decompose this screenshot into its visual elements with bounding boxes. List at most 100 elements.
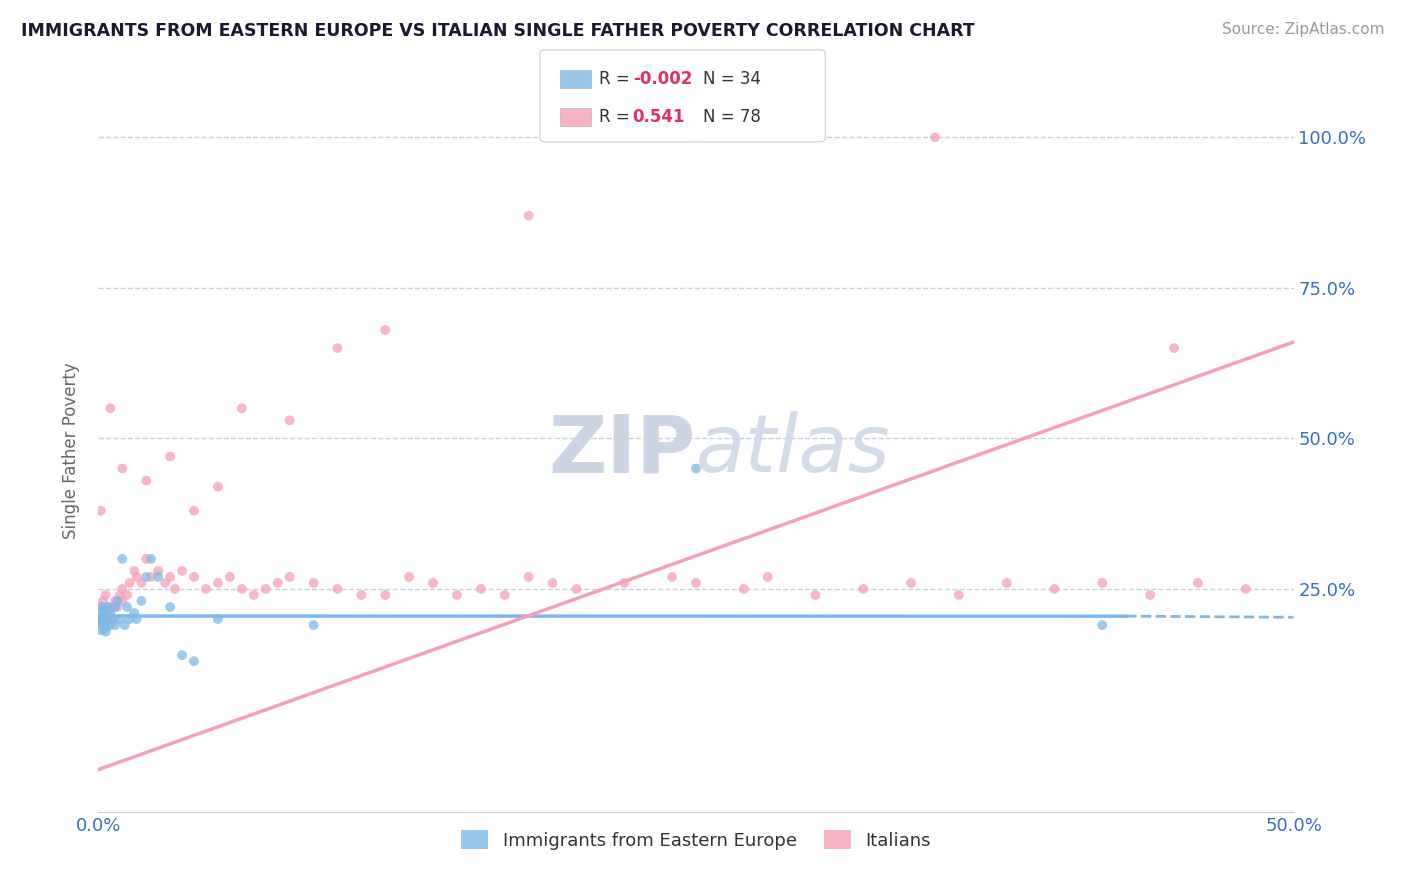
- Point: [231, 582, 253, 596]
- Point: [125, 570, 148, 584]
- Text: N = 34: N = 34: [703, 70, 761, 88]
- Point: [267, 576, 290, 591]
- Point: [97, 612, 120, 626]
- Point: [97, 612, 120, 626]
- Point: [91, 612, 114, 626]
- Point: [422, 576, 444, 591]
- Point: [207, 576, 229, 591]
- Point: [900, 576, 922, 591]
- Point: [302, 618, 325, 632]
- Point: [398, 570, 420, 584]
- Point: [98, 606, 122, 620]
- Point: [231, 401, 253, 416]
- Point: [254, 582, 277, 596]
- Point: [278, 413, 301, 427]
- Point: [159, 599, 181, 614]
- Text: R =: R =: [599, 70, 636, 88]
- Point: [446, 588, 468, 602]
- Point: [94, 624, 117, 639]
- Point: [374, 588, 396, 602]
- Point: [159, 450, 181, 464]
- Point: [1163, 341, 1185, 355]
- Point: [94, 606, 117, 620]
- Point: [104, 599, 127, 614]
- Point: [107, 599, 129, 614]
- Point: [97, 599, 120, 614]
- Text: 0.541: 0.541: [633, 108, 685, 126]
- Point: [1234, 582, 1257, 596]
- Point: [1091, 576, 1114, 591]
- Point: [302, 576, 325, 591]
- Legend: Immigrants from Eastern Europe, Italians: Immigrants from Eastern Europe, Italians: [454, 823, 938, 857]
- Point: [124, 564, 146, 578]
- Point: [155, 576, 177, 591]
- Point: [118, 576, 141, 591]
- Point: [1139, 588, 1161, 602]
- Point: [135, 474, 157, 488]
- Point: [494, 588, 516, 602]
- Point: [183, 654, 205, 668]
- Point: [98, 612, 122, 626]
- Point: [115, 588, 138, 602]
- Point: [91, 618, 114, 632]
- Point: [517, 209, 540, 223]
- Point: [326, 341, 349, 355]
- Point: [685, 130, 707, 145]
- Y-axis label: Single Father Poverty: Single Father Poverty: [62, 362, 80, 539]
- Point: [90, 618, 112, 632]
- Point: [565, 582, 588, 596]
- Point: [131, 594, 153, 608]
- Point: [350, 588, 373, 602]
- Point: [148, 564, 170, 578]
- Point: [613, 576, 636, 591]
- Point: [101, 612, 124, 626]
- Point: [1043, 582, 1066, 596]
- Point: [685, 461, 707, 475]
- Point: [131, 576, 153, 591]
- Point: [101, 599, 124, 614]
- Point: [541, 576, 564, 591]
- Point: [1187, 576, 1209, 591]
- Point: [139, 570, 162, 584]
- Point: [107, 594, 129, 608]
- Point: [90, 612, 112, 626]
- Point: [207, 612, 229, 626]
- Point: [685, 576, 707, 591]
- Point: [111, 461, 134, 475]
- Point: [111, 594, 134, 608]
- Point: [124, 606, 146, 620]
- Point: [756, 570, 779, 584]
- Text: -0.002: -0.002: [633, 70, 692, 88]
- Point: [278, 570, 301, 584]
- Text: IMMIGRANTS FROM EASTERN EUROPE VS ITALIAN SINGLE FATHER POVERTY CORRELATION CHAR: IMMIGRANTS FROM EASTERN EUROPE VS ITALIA…: [21, 22, 974, 40]
- Point: [98, 606, 122, 620]
- Point: [159, 570, 181, 584]
- Text: ZIP: ZIP: [548, 411, 696, 490]
- Point: [91, 599, 114, 614]
- Point: [98, 401, 122, 416]
- Point: [374, 323, 396, 337]
- Point: [195, 582, 218, 596]
- Point: [90, 599, 112, 614]
- Point: [183, 570, 205, 584]
- Point: [661, 570, 683, 584]
- Point: [139, 551, 162, 566]
- Point: [135, 570, 157, 584]
- Point: [243, 588, 266, 602]
- Point: [91, 612, 114, 626]
- Point: [115, 599, 138, 614]
- Point: [104, 618, 127, 632]
- Point: [163, 582, 186, 596]
- Point: [1091, 618, 1114, 632]
- Point: [470, 582, 492, 596]
- Point: [148, 570, 170, 584]
- Point: [517, 570, 540, 584]
- Point: [733, 582, 755, 596]
- Point: [125, 612, 148, 626]
- Point: [852, 582, 875, 596]
- Point: [804, 588, 827, 602]
- Point: [108, 612, 131, 626]
- Point: [118, 612, 141, 626]
- Text: atlas: atlas: [696, 411, 891, 490]
- Point: [995, 576, 1018, 591]
